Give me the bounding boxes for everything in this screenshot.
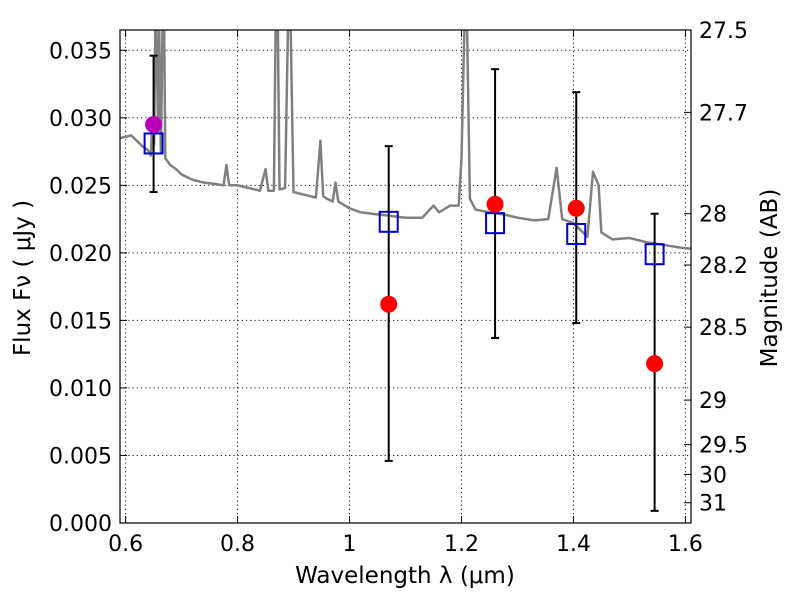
tick-layer: 0.6 0.8 1 1.2 1.4 1.6 0.000 0.005 0.010 0.015 0.02… [49,19,748,557]
observed-point [145,116,163,134]
x-tick-label: 1 [343,532,357,557]
x-tick-label: 0.8 [220,532,255,557]
model-box [566,222,587,245]
y-tick-label: 0.000 [49,512,112,537]
spectrum-line [120,30,691,251]
y-axis-label-left: Flux Fν ( μJy ) [10,200,36,356]
right-tick-label: 31 [699,492,727,517]
model-box [143,132,164,155]
y-tick-label: 0.025 [49,174,112,199]
model-box [644,243,665,266]
x-tick-label: 1.6 [668,532,703,557]
observed-point [380,295,398,313]
y-tick-label: 0.030 [49,107,112,132]
model-box [485,212,506,235]
right-tick-label: 30 [699,463,727,488]
x-tick-label: 0.6 [108,532,143,557]
x-tick-label: 1.4 [556,532,591,557]
right-tick-label: 28.2 [699,254,748,279]
errorbar-layer [149,54,659,512]
observed-point [567,199,585,217]
right-tick-label: 27.5 [699,19,748,44]
right-tick-label: 29 [699,389,727,414]
observed-point [486,195,504,213]
plot-frame [119,29,692,524]
x-tick-label: 1.2 [444,532,479,557]
y-tick-label: 0.035 [49,39,112,64]
y-tick-label: 0.015 [49,309,112,334]
y-tick-label: 0.020 [49,242,112,267]
observed-point [646,355,664,373]
right-tick-label: 28.5 [699,316,748,341]
right-tick-label: 27.7 [699,101,748,126]
right-tick-label: 29.5 [699,434,748,459]
spectrum-layer [120,30,691,251]
grid-layer [120,30,691,524]
x-axis-label: Wavelength λ (μm) [295,563,515,589]
observed-point-layer [145,116,664,373]
y-tick-label: 0.005 [49,444,112,469]
right-tick-label: 28 [699,203,727,228]
y-tick-label: 0.010 [49,377,112,402]
model-box [378,210,399,233]
model-box-layer [143,132,665,266]
y-axis-label-right: Magnitude (AB) [757,189,783,368]
